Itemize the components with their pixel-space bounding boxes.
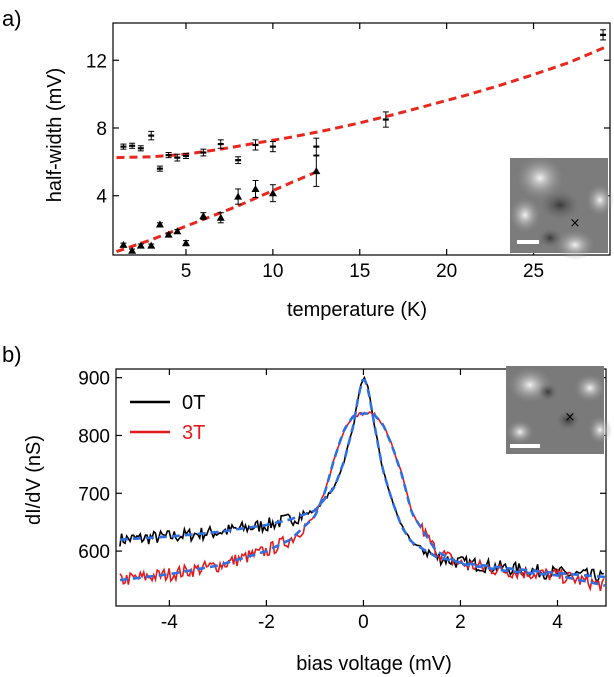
panel-b-ytick-label: 900	[78, 369, 110, 390]
panel-b-inset-image: ×	[506, 366, 612, 454]
panel-b-ytick-label: 600	[78, 542, 110, 563]
data-point-triangle	[147, 241, 156, 249]
panel-a-xtick-label: 5	[181, 261, 192, 282]
panel-a: 5 10 15 20 25 4 8 12	[86, 22, 611, 282]
panel-b-xtick-label: 2	[455, 612, 466, 633]
panel-b: -4 -2 0 2 4 600 700 800 900	[78, 368, 607, 633]
fit-curve-1	[116, 170, 317, 254]
data-point-triangle	[268, 189, 277, 197]
panel-b-xlabel: bias voltage (mV)	[296, 653, 452, 675]
data-point-triangle	[312, 167, 321, 175]
data-point-triangle	[119, 240, 128, 248]
panel-b-xtick-label: -2	[258, 612, 275, 633]
data-point-triangle	[128, 246, 137, 254]
panel-a-ylabel: half-width (mV)	[44, 68, 66, 202]
panel-a-ytick-label: 8	[96, 119, 107, 140]
panel-a-xtick-label: 25	[523, 261, 544, 282]
panel-a-label: a)	[2, 6, 22, 31]
data-point-triangle	[173, 227, 182, 235]
data-point-triangle	[155, 220, 164, 228]
panel-b-xtick-label: 4	[552, 612, 563, 633]
panel-a-xtick-label: 10	[262, 261, 283, 282]
data-point-triangle	[181, 239, 190, 247]
scale-bar	[517, 240, 539, 244]
panel-b-xtick-label: -4	[161, 612, 178, 633]
scale-bar	[510, 444, 540, 448]
panel-a-ytick-label: 4	[96, 187, 107, 208]
panel-b-ytick-label: 800	[78, 426, 110, 447]
panel-b-ytick-label: 700	[78, 484, 110, 505]
tip-position-marker: ×	[570, 216, 581, 231]
panel-a-inset-image: ×	[509, 156, 614, 260]
data-point-triangle	[251, 184, 260, 192]
legend-label-0T: 0T	[182, 392, 205, 414]
panel-a-xlabel: temperature (K)	[287, 299, 427, 321]
tip-position-marker: ×	[565, 410, 576, 425]
panel-b-ylabel: dI/dV (nS)	[23, 435, 45, 525]
data-point-triangle	[199, 212, 208, 220]
panel-b-xtick-label: 0	[358, 612, 369, 633]
fit-curve-0	[116, 45, 608, 160]
data-point-triangle	[234, 192, 243, 200]
panel-b-label: b)	[2, 342, 22, 367]
data-point-triangle	[164, 230, 173, 238]
data-point-triangle	[216, 213, 225, 221]
fit-curve-0T	[119, 378, 606, 579]
legend-label-3T: 3T	[182, 422, 205, 444]
panel-a-xtick-label: 15	[349, 261, 370, 282]
fit-curve-3T	[119, 412, 606, 587]
data-point-triangle	[136, 241, 145, 249]
panel-a-ytick-label: 12	[86, 51, 107, 72]
panel-b-plot-frame	[115, 368, 607, 607]
legend: 0T 3T	[130, 392, 205, 444]
panel-a-plot-frame	[112, 22, 611, 256]
panel-a-xtick-label: 20	[436, 261, 457, 282]
